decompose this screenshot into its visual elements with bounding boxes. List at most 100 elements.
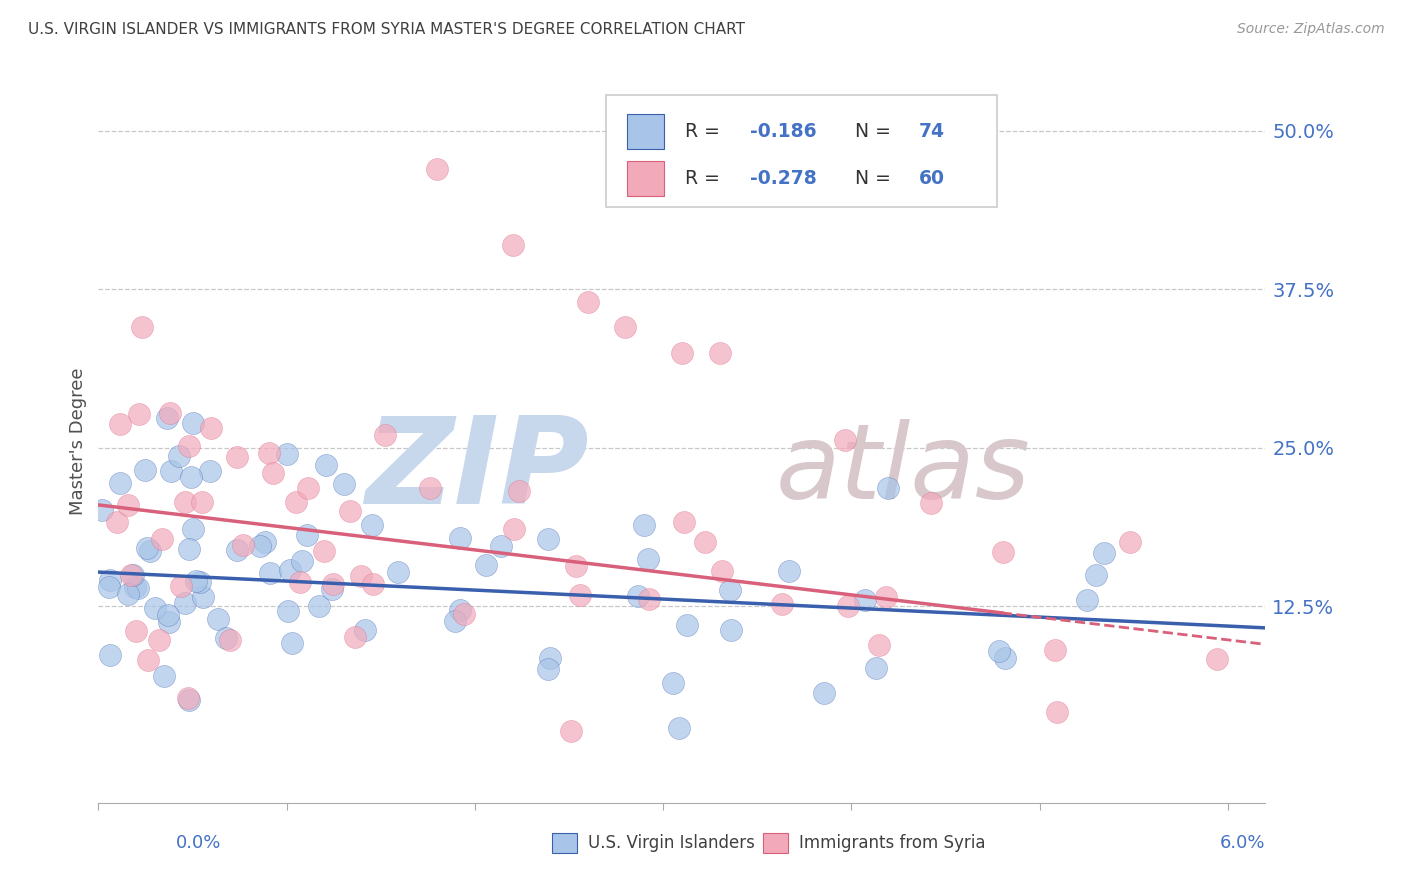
- Point: [387, 565, 409, 579]
- Point: [695, 535, 717, 549]
- Text: N =: N =: [855, 169, 897, 188]
- Point: [834, 433, 856, 447]
- Text: R =: R =: [685, 122, 727, 141]
- Point: [117, 498, 139, 512]
- Point: [174, 596, 197, 610]
- Text: 6.0%: 6.0%: [1220, 834, 1265, 852]
- Point: [718, 582, 741, 597]
- Point: [637, 591, 659, 606]
- Point: [449, 603, 471, 617]
- Point: [100, 573, 122, 587]
- Point: [108, 417, 131, 432]
- Point: [134, 463, 156, 477]
- Point: [177, 693, 200, 707]
- Text: R =: R =: [685, 169, 727, 188]
- Point: [181, 416, 204, 430]
- Point: [124, 580, 146, 594]
- Point: [920, 496, 942, 510]
- Point: [475, 558, 498, 573]
- Point: [184, 574, 207, 588]
- Point: [281, 636, 304, 650]
- Point: [419, 481, 441, 495]
- Point: [668, 721, 690, 735]
- Point: [127, 581, 149, 595]
- Text: 74: 74: [918, 122, 945, 141]
- Point: [865, 661, 887, 675]
- Text: U.S. VIRGIN ISLANDER VS IMMIGRANTS FROM SYRIA MASTER'S DEGREE CORRELATION CHART: U.S. VIRGIN ISLANDER VS IMMIGRANTS FROM …: [28, 22, 745, 37]
- Point: [188, 575, 211, 590]
- Bar: [627, 114, 665, 149]
- Point: [1092, 546, 1115, 560]
- Point: [105, 516, 128, 530]
- Point: [108, 475, 131, 490]
- Point: [276, 447, 298, 461]
- Point: [308, 599, 330, 614]
- Point: [125, 624, 148, 638]
- Point: [560, 723, 582, 738]
- Point: [148, 633, 170, 648]
- Text: Immigrants from Syria: Immigrants from Syria: [799, 834, 986, 852]
- Point: [138, 544, 160, 558]
- Point: [853, 592, 876, 607]
- Text: -0.186: -0.186: [749, 122, 817, 141]
- Point: [491, 539, 513, 553]
- Point: [988, 644, 1011, 658]
- Point: [1084, 568, 1107, 582]
- Point: [813, 686, 835, 700]
- Point: [1118, 534, 1140, 549]
- Point: [183, 523, 205, 537]
- Point: [332, 476, 354, 491]
- Point: [136, 541, 159, 556]
- Point: [117, 586, 139, 600]
- Point: [157, 615, 180, 630]
- Point: [312, 544, 335, 558]
- Point: [98, 648, 121, 662]
- Point: [159, 405, 181, 419]
- Point: [671, 346, 693, 360]
- Point: [156, 410, 179, 425]
- Point: [875, 590, 897, 604]
- Point: [339, 504, 361, 518]
- Point: [278, 563, 301, 577]
- Point: [374, 428, 396, 442]
- Point: [97, 581, 120, 595]
- Point: [218, 632, 240, 647]
- Point: [249, 539, 271, 553]
- Point: [353, 623, 375, 637]
- Point: [1045, 643, 1067, 657]
- Point: [225, 542, 247, 557]
- Text: ZIP: ZIP: [364, 412, 589, 529]
- Point: [215, 632, 238, 646]
- Point: [1076, 592, 1098, 607]
- Point: [122, 567, 145, 582]
- Point: [174, 495, 197, 509]
- Point: [627, 590, 650, 604]
- Point: [170, 579, 193, 593]
- Point: [508, 484, 530, 499]
- Point: [565, 559, 588, 574]
- Point: [991, 545, 1014, 559]
- Point: [179, 439, 201, 453]
- Point: [91, 503, 114, 517]
- Text: U.S. Virgin Islanders: U.S. Virgin Islanders: [588, 834, 755, 852]
- Point: [191, 494, 214, 508]
- Point: [285, 495, 308, 509]
- Point: [444, 614, 467, 628]
- Point: [322, 576, 344, 591]
- Y-axis label: Master's Degree: Master's Degree: [69, 368, 87, 516]
- Point: [361, 576, 384, 591]
- Point: [426, 161, 449, 176]
- Point: [453, 607, 475, 622]
- Text: -0.278: -0.278: [749, 169, 817, 188]
- Point: [177, 690, 200, 705]
- Point: [709, 346, 731, 360]
- Text: 0.0%: 0.0%: [176, 834, 221, 852]
- Point: [449, 531, 471, 545]
- Point: [262, 466, 284, 480]
- Point: [1046, 705, 1069, 719]
- Point: [576, 295, 599, 310]
- Point: [350, 568, 373, 582]
- Text: Source: ZipAtlas.com: Source: ZipAtlas.com: [1237, 22, 1385, 37]
- Point: [837, 599, 859, 613]
- Point: [150, 532, 173, 546]
